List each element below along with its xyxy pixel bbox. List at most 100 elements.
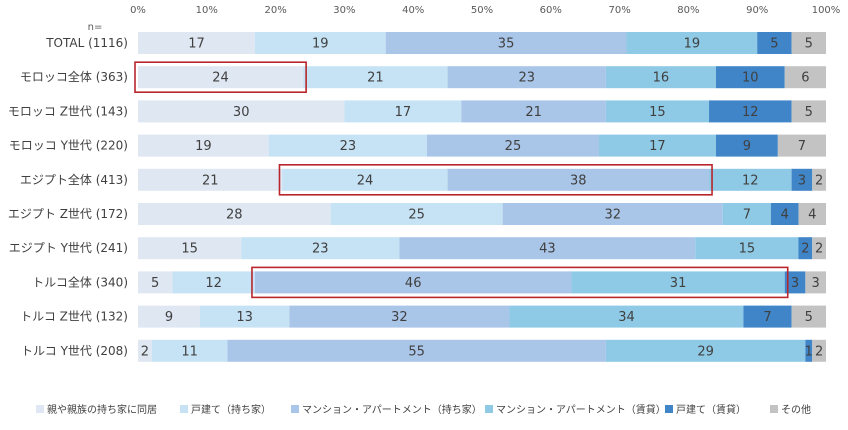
bar-segment	[268, 134, 427, 157]
data-label: 32	[391, 310, 408, 325]
category-label: トルコ Z世代 (132)	[20, 310, 128, 324]
bar-row: 19 23 25 17 9 7	[138, 134, 826, 157]
bar-segment	[812, 168, 826, 191]
bar-row: 28 25 32 7 4 4	[138, 203, 826, 225]
category-label: モロッコ Z世代 (143)	[8, 104, 128, 118]
bar-segment	[344, 100, 462, 123]
data-label: 35	[498, 37, 515, 52]
n-label: n=	[88, 22, 103, 33]
data-label: 2	[815, 173, 823, 188]
bar-segment	[715, 66, 785, 89]
highlight-box	[278, 164, 713, 196]
data-label: 2	[141, 344, 149, 359]
bar-segment	[770, 203, 799, 225]
category-label: トルコ全体 (340)	[32, 274, 128, 289]
data-label: 11	[181, 344, 198, 359]
bars: 17 19 35 19 5 524 21 23 16 10 630 17 21 15 12 519 23 25 17…	[138, 32, 826, 362]
data-label: 7	[743, 208, 751, 223]
bar-segment	[805, 271, 826, 294]
bar-segment	[722, 203, 771, 225]
data-label: 2	[815, 242, 823, 257]
data-label: 5	[805, 37, 813, 52]
bar-segment	[254, 32, 386, 54]
highlight-box	[251, 266, 789, 299]
data-label: 6	[801, 71, 809, 86]
category-label: トルコ Y世代 (208)	[21, 344, 128, 358]
data-label: 21	[367, 71, 384, 86]
data-label: 2	[815, 344, 823, 359]
bar-segment	[399, 237, 696, 260]
category-label: モロッコ Y世代 (220)	[9, 139, 128, 153]
bar-segment	[605, 339, 806, 362]
bar-segment	[791, 305, 826, 328]
data-label: 4	[781, 208, 789, 223]
data-label: 19	[684, 37, 701, 52]
data-label: 19	[312, 37, 329, 52]
data-label: 23	[518, 71, 535, 86]
data-label: 3	[791, 276, 799, 291]
bar-segment	[709, 168, 792, 191]
data-label: 31	[670, 276, 687, 291]
data-label: 2	[801, 242, 809, 257]
data-label: 38	[570, 173, 587, 188]
legend-label: その他	[781, 403, 811, 416]
bar-segment	[172, 271, 255, 294]
data-label: 12	[205, 276, 222, 291]
data-label: 25	[408, 208, 425, 223]
bar-row: 17 19 35 19 5 5	[138, 32, 826, 54]
bar-segment	[695, 237, 799, 260]
x-tick-label: 0%	[130, 5, 146, 16]
x-axis-ticks: 0% 10% 20% 30% 40% 50% 60% 70% 80% 90% 100%	[130, 5, 840, 16]
x-tick-label: 10%	[196, 5, 218, 16]
data-label: 34	[618, 310, 635, 325]
data-label: 25	[505, 139, 522, 154]
bar-segment	[777, 134, 826, 157]
bar-row: 2 11 55 29 1 2	[138, 339, 826, 362]
data-label: 16	[653, 71, 670, 86]
data-label: 9	[743, 139, 751, 154]
legend-label: 戸建て（持ち家）	[191, 403, 271, 416]
bar-row: 30 17 21 15 12 5	[138, 100, 826, 123]
x-tick-label: 90%	[746, 5, 768, 16]
category-label: エジプト Y世代 (241)	[9, 241, 128, 255]
legend-swatch	[180, 405, 188, 413]
x-tick-label: 60%	[540, 5, 562, 16]
data-label: 5	[805, 310, 813, 325]
data-label: 28	[226, 208, 243, 223]
data-label: 3	[798, 173, 806, 188]
x-tick-label: 40%	[402, 5, 424, 16]
bar-segment	[241, 237, 400, 260]
bar-segment	[784, 66, 826, 89]
data-label: 17	[188, 37, 205, 52]
bar-segment	[282, 168, 448, 191]
data-label: 15	[739, 242, 756, 257]
bar-segment	[303, 66, 448, 89]
bar-segment	[447, 168, 710, 191]
data-label: 29	[697, 344, 714, 359]
bar-segment	[709, 100, 792, 123]
bar-segment	[447, 66, 606, 89]
data-label: 5	[151, 276, 159, 291]
bar-segment	[605, 100, 710, 123]
bar-segment	[138, 134, 269, 157]
bar-segment	[805, 339, 813, 362]
legend-swatch	[291, 405, 299, 413]
legend-swatch	[770, 405, 778, 413]
bar-segment	[791, 168, 813, 191]
bar-segment	[330, 203, 503, 225]
bar-segment	[138, 339, 152, 362]
x-tick-label: 50%	[471, 5, 493, 16]
bar-segment	[791, 32, 826, 54]
category-label: モロッコ全体 (363)	[20, 69, 128, 84]
data-label: 7	[798, 139, 806, 154]
bar-segment	[426, 134, 599, 157]
bar-segment	[598, 134, 716, 157]
bar-row: 15 23 43 15 2 2	[138, 237, 826, 260]
data-label: 5	[770, 37, 778, 52]
category-label: TOTAL (1116)	[45, 36, 128, 50]
bar-segment	[138, 237, 242, 260]
legend-swatch	[485, 405, 493, 413]
data-label: 4	[808, 208, 816, 223]
legend-label: マンション・アパートメント（持ち家）	[302, 403, 482, 416]
